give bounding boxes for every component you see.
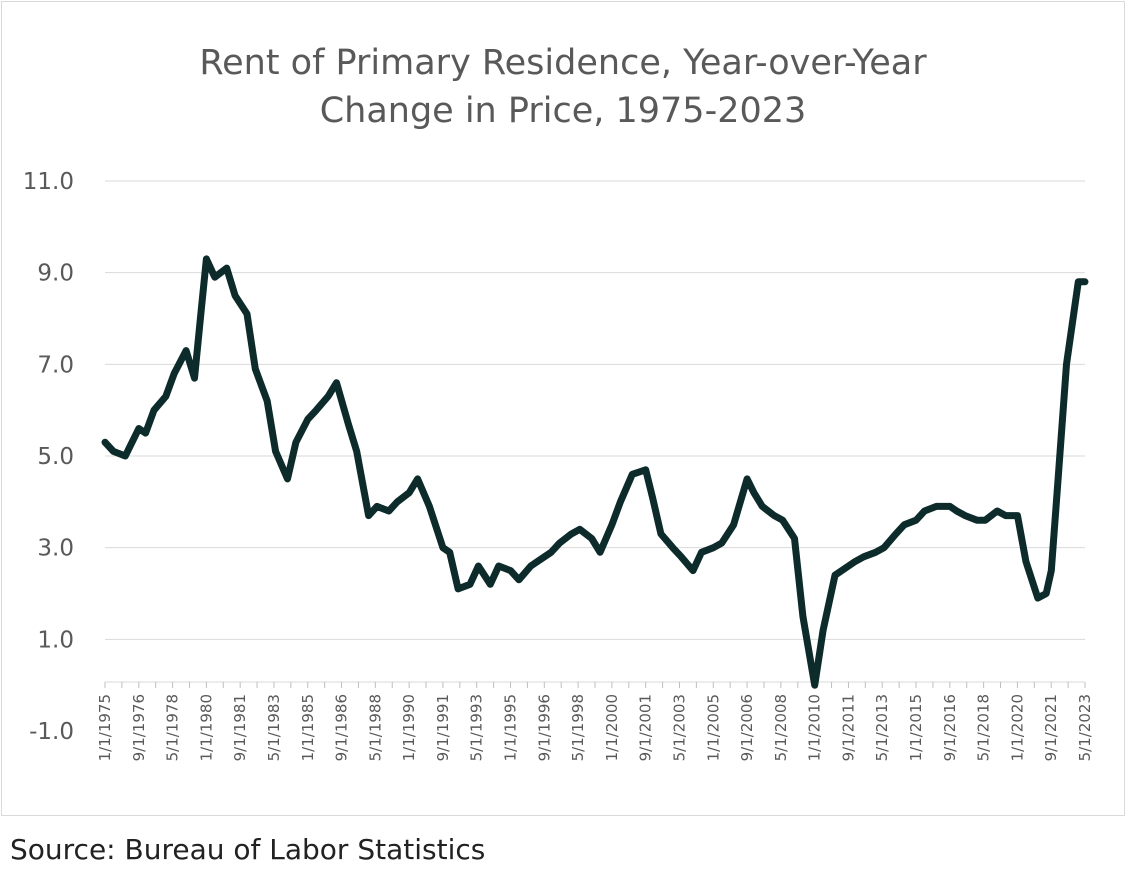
x-tick-label: 5/1/2003 [670, 694, 688, 761]
chart-title-line-2: Change in Price, 1975-2023 [320, 91, 807, 131]
x-tick-label: 5/1/2023 [1076, 694, 1094, 761]
x-tick-label: 9/1/1986 [333, 694, 351, 761]
x-tick-label: 9/1/2001 [637, 694, 655, 761]
x-tick-label: 1/1/1980 [197, 694, 215, 761]
x-tick-label: 9/1/1996 [535, 694, 553, 761]
x-tick-label: 5/1/1988 [366, 694, 384, 761]
chart-frame [1, 1, 1125, 816]
x-tick-label: 9/1/1976 [130, 694, 148, 761]
x-tick-label: 9/1/1981 [231, 694, 249, 761]
x-tick-label: 1/1/1995 [502, 694, 520, 761]
line-chart: Rent of Primary Residence, Year-over-Yea… [23, 43, 1094, 761]
y-tick-label: -1.0 [29, 719, 74, 745]
y-tick-label: 7.0 [37, 352, 74, 378]
y-tick-label: 5.0 [37, 444, 74, 470]
x-tick-label: 1/1/1975 [96, 694, 114, 761]
y-tick-label: 1.0 [37, 627, 74, 653]
x-tick-label: 5/1/1978 [164, 694, 182, 761]
x-tick-label: 5/1/2008 [772, 694, 790, 761]
x-tick-label: 5/1/1998 [569, 694, 587, 761]
x-tick-label: 9/1/2021 [1042, 694, 1060, 761]
x-tick-label: 1/1/2000 [603, 694, 621, 761]
x-tick-label: 1/1/1990 [400, 694, 418, 761]
chart-title: Rent of Primary Residence, Year-over-Yea… [199, 43, 927, 131]
x-tick-label: 5/1/1983 [265, 694, 283, 761]
x-tick-label: 1/1/2020 [1008, 694, 1026, 761]
chart-title-line-1: Rent of Primary Residence, Year-over-Yea… [199, 43, 927, 83]
x-tick-label: 1/1/2010 [806, 694, 824, 761]
series-line [101, 255, 1089, 689]
x-axis: 1/1/1975 9/1/1976 5/1/1978 1/1/1980 9/1/1981… [96, 681, 1094, 761]
x-tick-label: 9/1/2016 [941, 694, 959, 761]
x-tick-label: 1/1/2005 [704, 694, 722, 761]
series-layer [101, 255, 1089, 689]
x-tick-label: 5/1/2013 [873, 694, 891, 761]
source-note: Source: Bureau of Labor Statistics [10, 833, 486, 866]
x-tick-label: 9/1/1991 [434, 694, 452, 761]
x-tick-label: 5/1/2018 [975, 694, 993, 761]
x-tick-label: 9/1/2011 [839, 694, 857, 761]
x-tick-label: 5/1/1993 [468, 694, 486, 761]
x-tick-label: 1/1/2015 [907, 694, 925, 761]
y-tick-label: 9.0 [37, 261, 74, 287]
x-tick-label: 9/1/2006 [738, 694, 756, 761]
x-tick-label: 1/1/1985 [299, 694, 317, 761]
gridlines [105, 180, 1085, 640]
y-tick-label: 3.0 [37, 536, 74, 562]
y-tick-label: 11.0 [23, 169, 74, 195]
y-axis-ticks: -1.0 1.0 3.0 5.0 7.0 9.0 11.0 [23, 169, 74, 745]
